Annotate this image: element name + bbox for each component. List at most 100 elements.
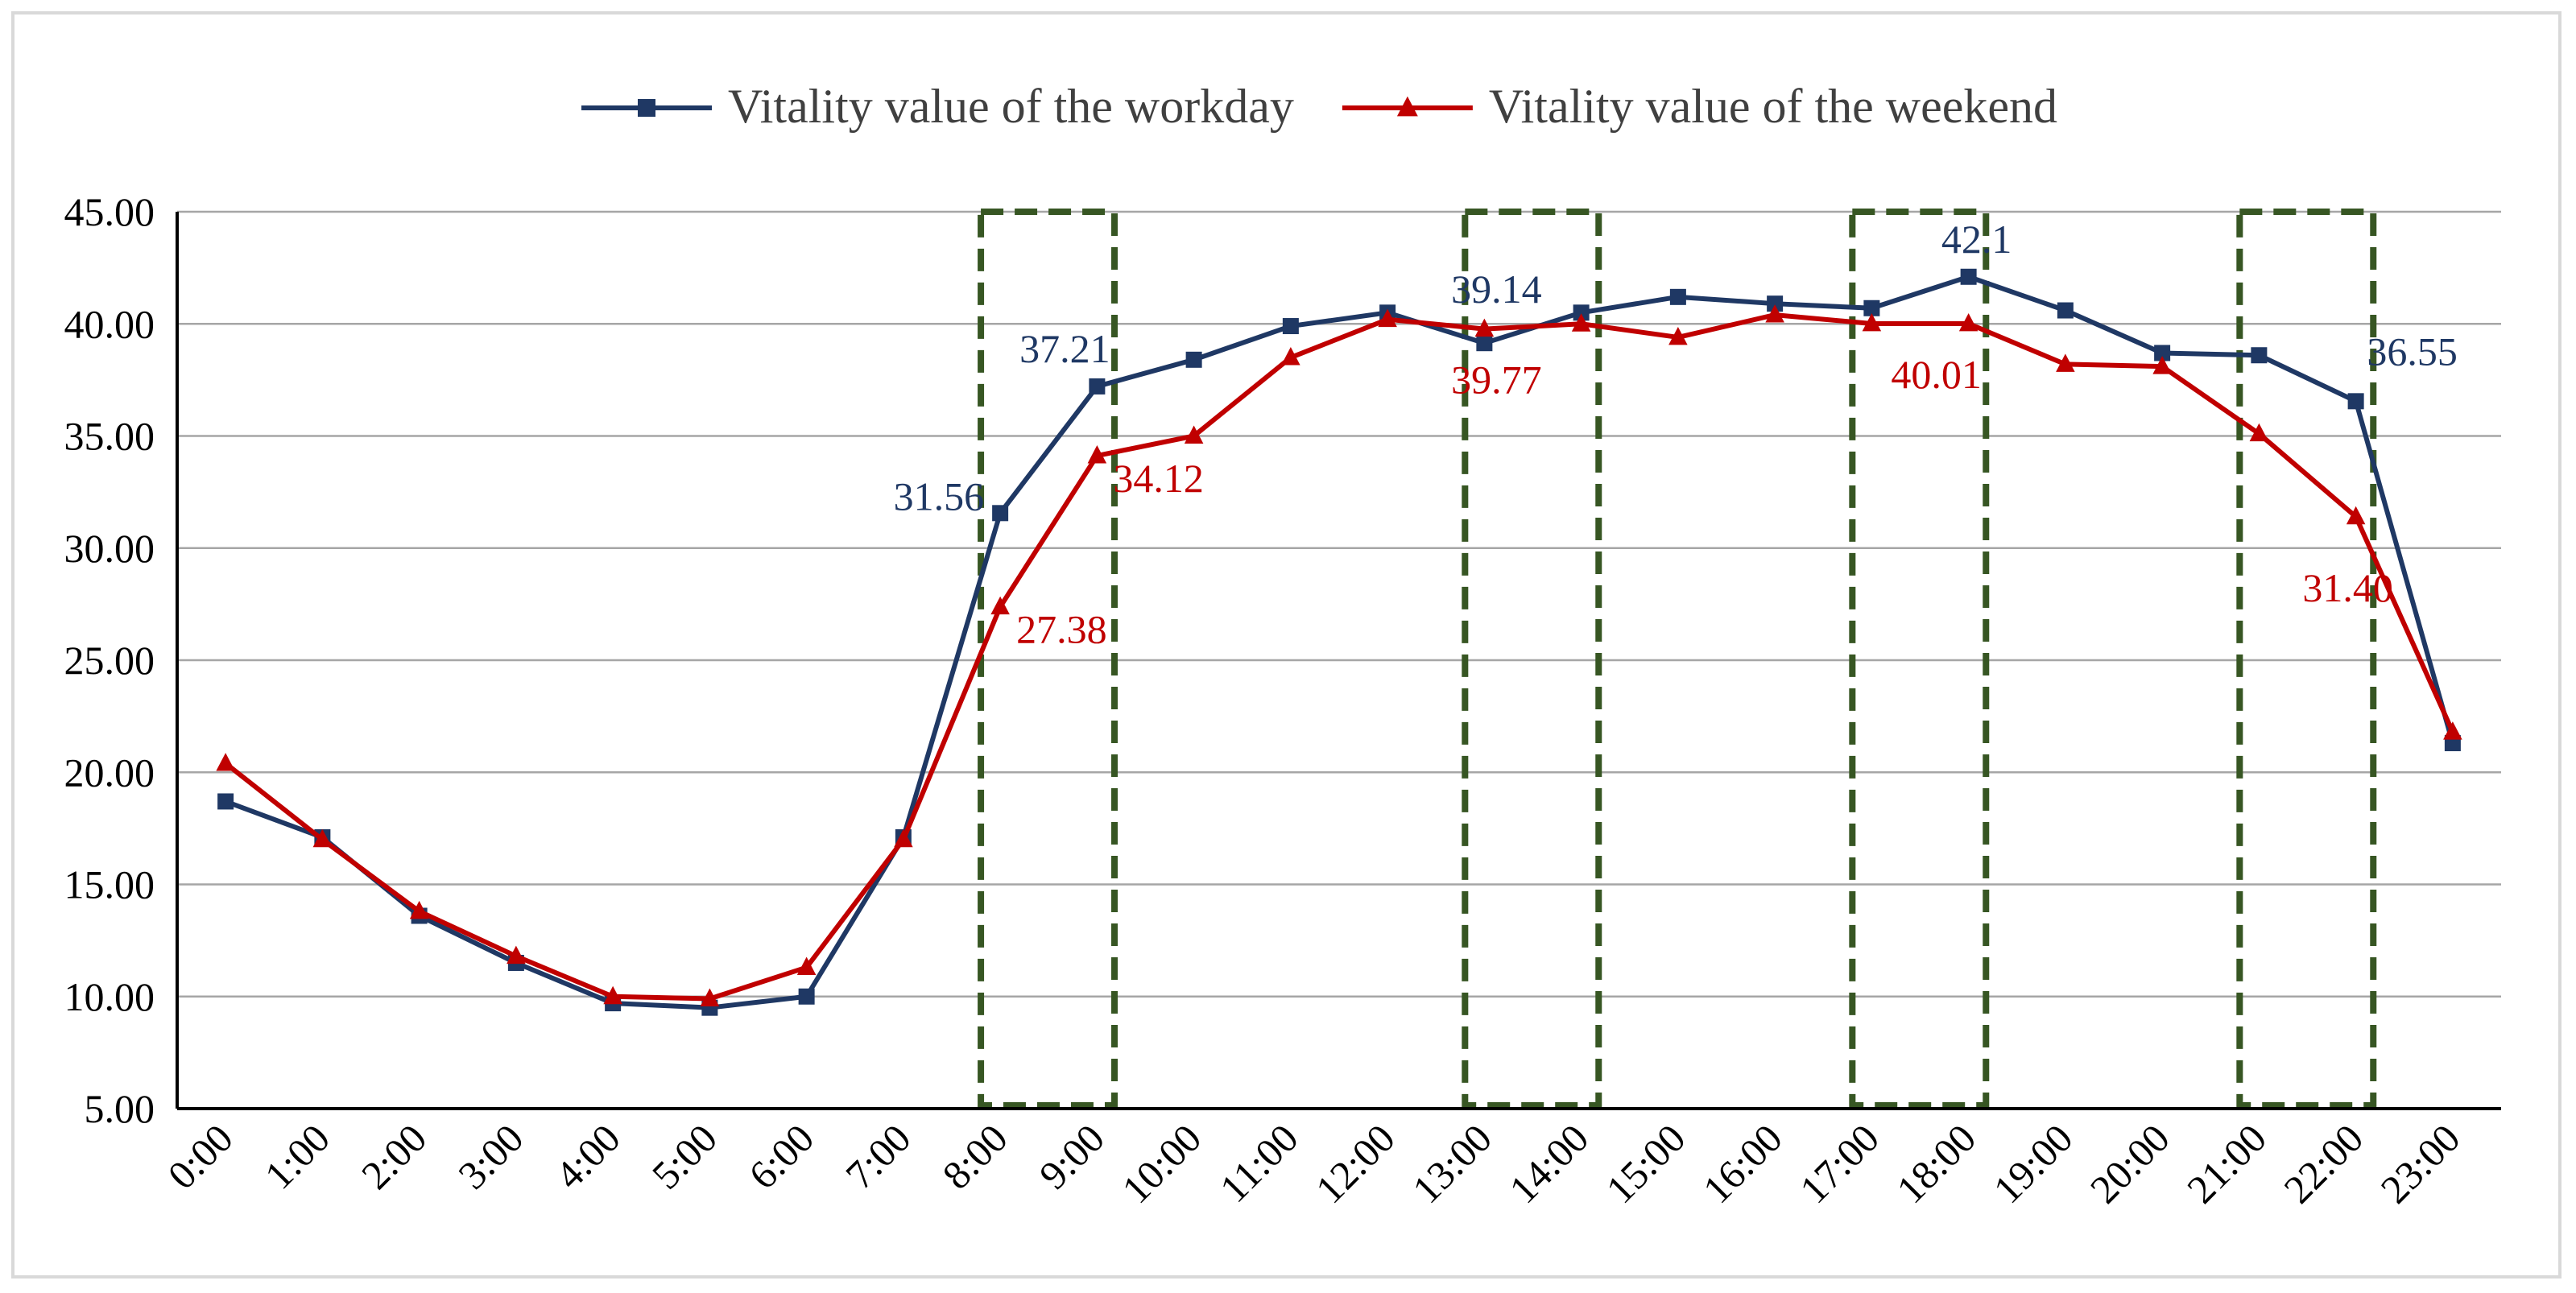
x-tick-label: 19:00 [1985, 1115, 2082, 1212]
x-tick-label: 5:00 [643, 1115, 726, 1197]
series-marker-square [1185, 351, 1202, 368]
legend-label: Vitality value of the workday [728, 80, 1294, 133]
x-tick-label: 22:00 [2275, 1115, 2371, 1212]
x-axis-ticks: 0:00 1:00 2:00 3:00 4:00 5:00 6:00 7:00 8:00 9:00… [159, 1115, 2468, 1212]
series-marker-triangle [1862, 312, 1882, 332]
highlight-box [1462, 209, 1602, 1109]
series-marker-triangle [700, 988, 720, 1006]
series-marker-triangle [1378, 308, 1397, 328]
data-label: 39.77 [1451, 357, 1542, 403]
series-marker-triangle [507, 945, 526, 965]
y-tick-label: 15.00 [64, 862, 155, 907]
y-axis-ticks: 5.00 10.00 15.00 20.00 25.00 30.00 35.00 40.00 4… [64, 189, 155, 1131]
highlight-box [2236, 209, 2377, 1109]
series-marker-square [1960, 268, 1977, 285]
series-marker-triangle [1958, 312, 1979, 332]
series-line [224, 312, 2455, 1002]
series-marker-triangle [1668, 326, 1688, 345]
series-marker-square [638, 99, 655, 117]
legend-label: Vitality value of the weekend [1489, 80, 2057, 133]
data-label: 37.21 [1019, 326, 1110, 371]
series-marker-square [1669, 288, 1686, 305]
x-tick-label: 14:00 [1500, 1115, 1597, 1212]
chart-frame [11, 11, 2562, 1279]
x-tick-label: 11:00 [1211, 1115, 1307, 1211]
series-marker-square [992, 505, 1009, 522]
series-marker-triangle [1765, 304, 1784, 323]
y-tick-label: 35.00 [64, 414, 155, 459]
series-marker-square [2251, 347, 2268, 364]
series-marker-triangle [2249, 423, 2269, 442]
data-label: 40.01 [1891, 352, 1982, 397]
legend: Vitality value of the workday Vitality va… [581, 80, 2057, 133]
series-marker-square [1476, 335, 1493, 352]
axes [176, 212, 2501, 1110]
x-tick-label: 15:00 [1598, 1115, 1694, 1212]
series-lines [216, 268, 2462, 1016]
data-label: 34.12 [1113, 456, 1204, 501]
x-tick-label: 21:00 [2178, 1115, 2275, 1212]
series-marker-triangle [2056, 353, 2075, 372]
series-marker-square [1282, 318, 1299, 335]
series-marker-square [2154, 345, 2171, 361]
series-marker-square [1573, 304, 1590, 321]
y-tick-label: 30.00 [64, 526, 155, 571]
x-tick-label: 18:00 [1888, 1115, 1984, 1212]
x-tick-label: 23:00 [2372, 1115, 2469, 1212]
x-tick-label: 6:00 [740, 1115, 822, 1197]
y-tick-label: 40.00 [64, 301, 155, 346]
x-tick-label: 16:00 [1694, 1115, 1791, 1212]
x-tick-label: 12:00 [1307, 1115, 1404, 1212]
series-marker-triangle [2443, 721, 2462, 740]
series-marker-triangle [1396, 96, 1418, 117]
series-marker-triangle [796, 956, 817, 975]
data-label: 42.1 [1941, 217, 2012, 262]
data-label: 27.38 [1016, 607, 1107, 652]
series-marker-square [1767, 295, 1784, 312]
series-marker-square [2057, 302, 2074, 319]
series-marker-square [798, 988, 815, 1005]
series-marker-triangle [312, 828, 333, 848]
series-marker-square [217, 793, 234, 810]
series-marker-triangle [1087, 444, 1107, 464]
x-tick-label: 10:00 [1113, 1115, 1209, 1212]
data-label: 36.55 [2367, 328, 2458, 374]
x-tick-label: 9:00 [1031, 1115, 1113, 1197]
legend-item-weekend: Vitality value of the weekend [1342, 80, 2057, 133]
x-tick-label: 13:00 [1404, 1115, 1500, 1212]
series-marker-triangle [216, 753, 235, 771]
series-marker-triangle [1184, 425, 1204, 444]
x-tick-label: 8:00 [933, 1115, 1015, 1197]
x-tick-label: 20:00 [2082, 1115, 2178, 1212]
y-tick-label: 45.00 [64, 189, 155, 234]
x-tick-label: 3:00 [449, 1115, 531, 1197]
x-tick-label: 0:00 [159, 1115, 241, 1197]
series-marker-triangle [603, 985, 622, 1005]
data-label: 31.56 [894, 473, 985, 518]
series-marker-triangle [1571, 313, 1591, 332]
series-marker-square [2347, 393, 2364, 410]
x-tick-label: 17:00 [1791, 1115, 1888, 1212]
series-workday [217, 268, 2461, 1016]
series-marker-triangle [2152, 356, 2172, 374]
x-tick-label: 2:00 [353, 1115, 435, 1197]
series-marker-triangle [2346, 506, 2366, 525]
series-marker-triangle [1281, 347, 1300, 366]
data-label: 39.14 [1451, 266, 1542, 312]
y-tick-label: 10.00 [64, 974, 155, 1019]
y-tick-label: 20.00 [64, 750, 155, 795]
data-label: 31.40 [2302, 565, 2393, 610]
series-marker-square [1863, 299, 1880, 316]
series-marker-triangle [894, 828, 913, 848]
series-weekend [216, 304, 2462, 1006]
data-labels: 31.56 37.21 39.14 42.1 36.55 27.38 34.12 39.77 4… [894, 217, 2458, 652]
highlight-box [1849, 209, 1990, 1109]
legend-item-workday: Vitality value of the workday [581, 80, 1294, 133]
x-tick-label: 1:00 [256, 1115, 338, 1197]
series-marker-triangle [1474, 318, 1495, 337]
x-tick-label: 4:00 [546, 1115, 628, 1197]
x-tick-label: 7:00 [837, 1115, 919, 1197]
series-marker-square [1089, 378, 1106, 395]
series-marker-triangle [409, 900, 429, 919]
